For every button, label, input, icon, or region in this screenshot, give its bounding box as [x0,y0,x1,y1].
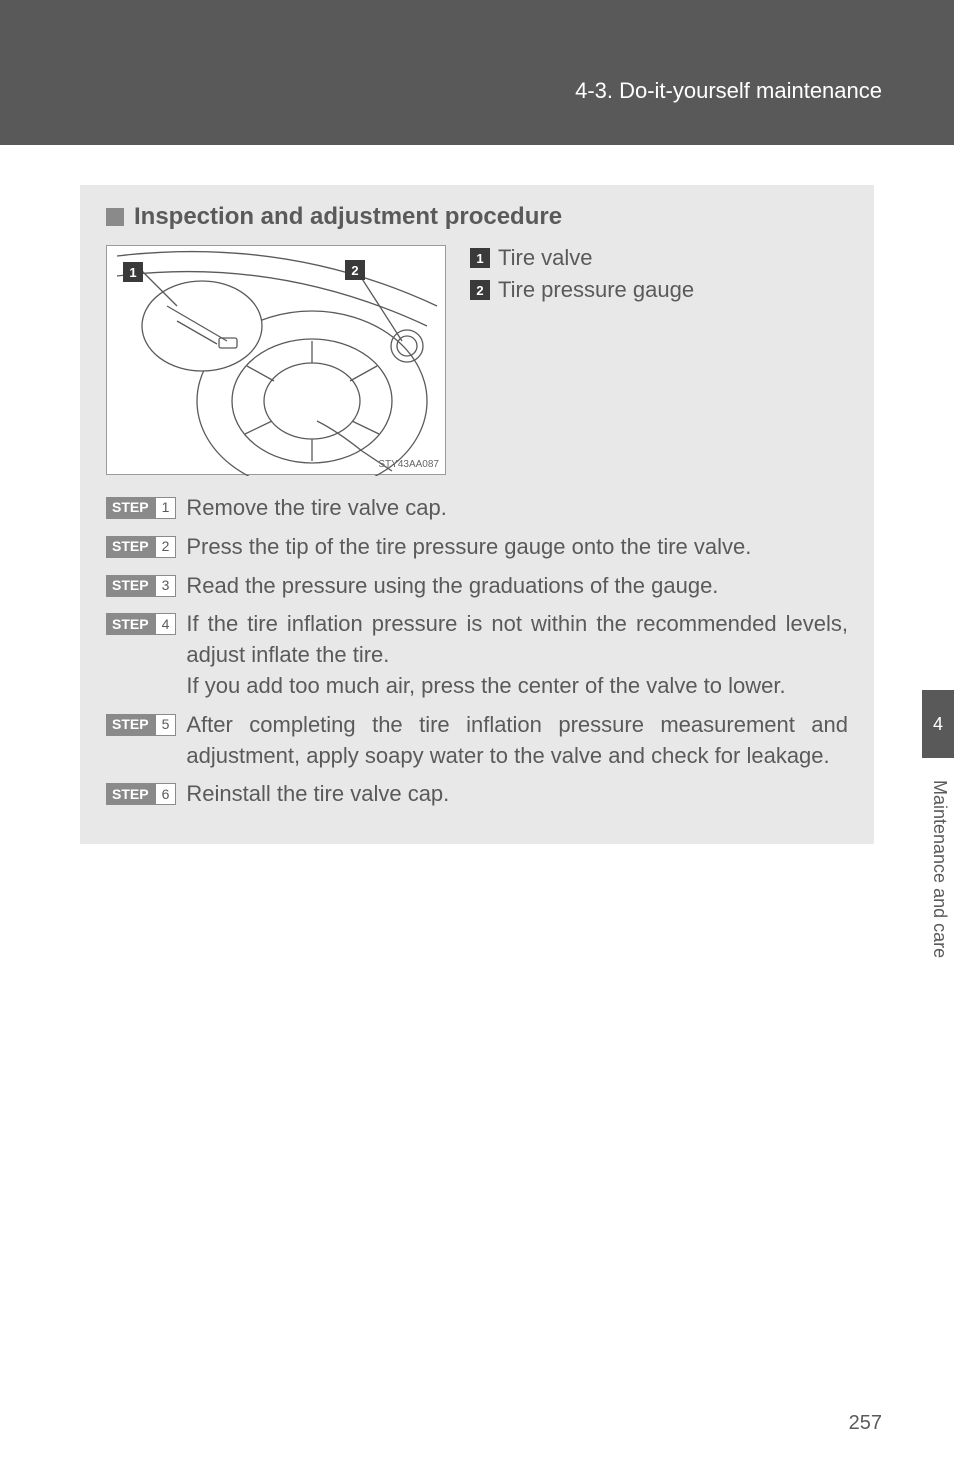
header-banner: 4-3. Do-it-yourself maintenance [0,0,954,145]
breadcrumb: 4-3. Do-it-yourself maintenance [575,78,882,104]
legend-text: Tire valve [498,245,593,271]
legend-column: 1 Tire valve 2 Tire pressure gauge [470,245,848,475]
step-badge-label: STEP [106,613,155,635]
step-text: Read the pressure using the graduations … [186,571,848,602]
legend-item: 1 Tire valve [470,245,848,271]
step-row: STEP5 After completing the tire inflation… [106,710,848,772]
step-text: Reinstall the tire valve cap. [186,779,848,810]
step-row: STEP3 Read the pressure using the graduat… [106,571,848,602]
diagram-marker-1: 1 [123,262,143,282]
step-text: Remove the tire valve cap. [186,493,848,524]
legend-text: Tire pressure gauge [498,277,694,303]
step-badge: STEP2 [106,536,176,558]
diagram-legend-row: 1 2 STY43AA087 1 Tire valve 2 Tire press… [106,245,848,475]
step-badge: STEP4 [106,613,176,635]
step-text: After completing the tire inflation pres… [186,710,848,772]
step-badge-label: STEP [106,497,155,519]
step-badge-number: 5 [155,714,177,736]
step-badge-number: 6 [155,783,177,805]
step-badge: STEP5 [106,714,176,736]
step-badge: STEP6 [106,783,176,805]
section-title: Inspection and adjustment procedure [134,203,562,231]
page-number: 257 [849,1412,882,1435]
step-badge-number: 4 [155,613,177,635]
step-row: STEP2 Press the tip of the tire pressure … [106,532,848,563]
step-text: Press the tip of the tire pressure gauge… [186,532,848,563]
step-badge-label: STEP [106,783,155,805]
step-row: STEP1 Remove the tire valve cap. [106,493,848,524]
step-row: STEP6 Reinstall the tire valve cap. [106,779,848,810]
square-bullet-icon [106,208,124,226]
step-row: STEP4 If the tire inflation pressure is n… [106,609,848,701]
legend-badge: 1 [470,248,490,268]
step-badge-number: 3 [155,575,177,597]
steps-list: STEP1Remove the tire valve cap.STEP2Pres… [106,493,848,810]
chapter-tab: 4 [922,690,954,758]
tire-diagram-svg [107,246,447,476]
step-badge-label: STEP [106,575,155,597]
step-text: If the tire inflation pressure is not wi… [186,609,848,701]
step-badge-label: STEP [106,536,155,558]
step-badge-number: 1 [155,497,177,519]
chapter-label: Maintenance and care [929,780,950,958]
step-badge: STEP3 [106,575,176,597]
section-title-row: Inspection and adjustment procedure [106,203,848,231]
tire-diagram: 1 2 STY43AA087 [106,245,446,475]
content-panel: Inspection and adjustment procedure [80,185,874,844]
diagram-code: STY43AA087 [378,459,439,470]
legend-item: 2 Tire pressure gauge [470,277,848,303]
legend-badge: 2 [470,280,490,300]
step-badge: STEP1 [106,497,176,519]
step-badge-number: 2 [155,536,177,558]
step-badge-label: STEP [106,714,155,736]
diagram-marker-2: 2 [345,260,365,280]
